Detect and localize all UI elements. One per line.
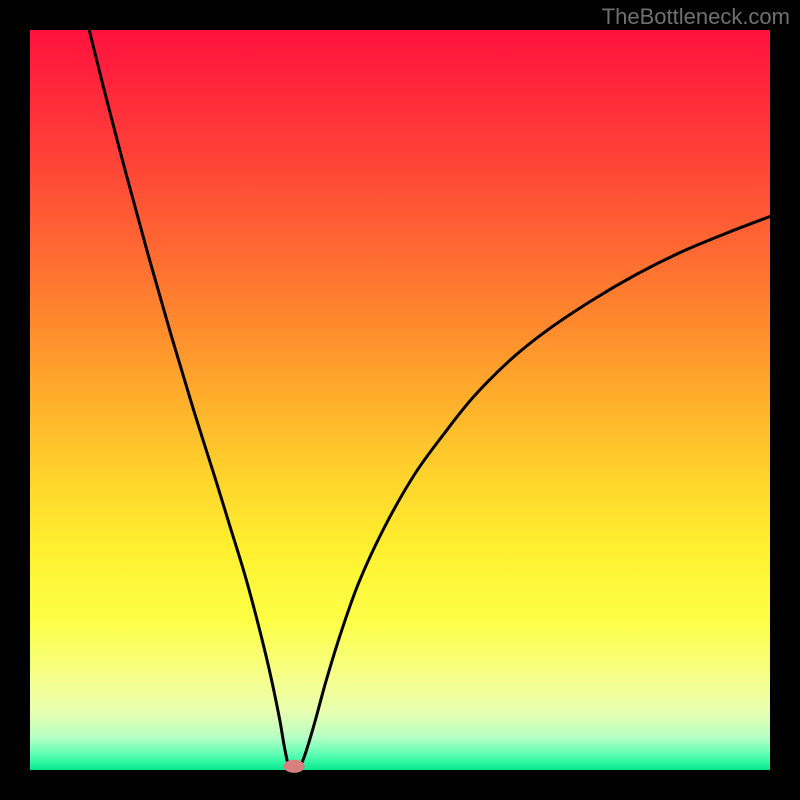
- watermark-text: TheBottleneck.com: [602, 4, 790, 30]
- chart-background: [30, 30, 770, 770]
- bottleneck-chart: [0, 0, 800, 800]
- chart-container: TheBottleneck.com: [0, 0, 800, 800]
- optimal-marker: [284, 760, 304, 772]
